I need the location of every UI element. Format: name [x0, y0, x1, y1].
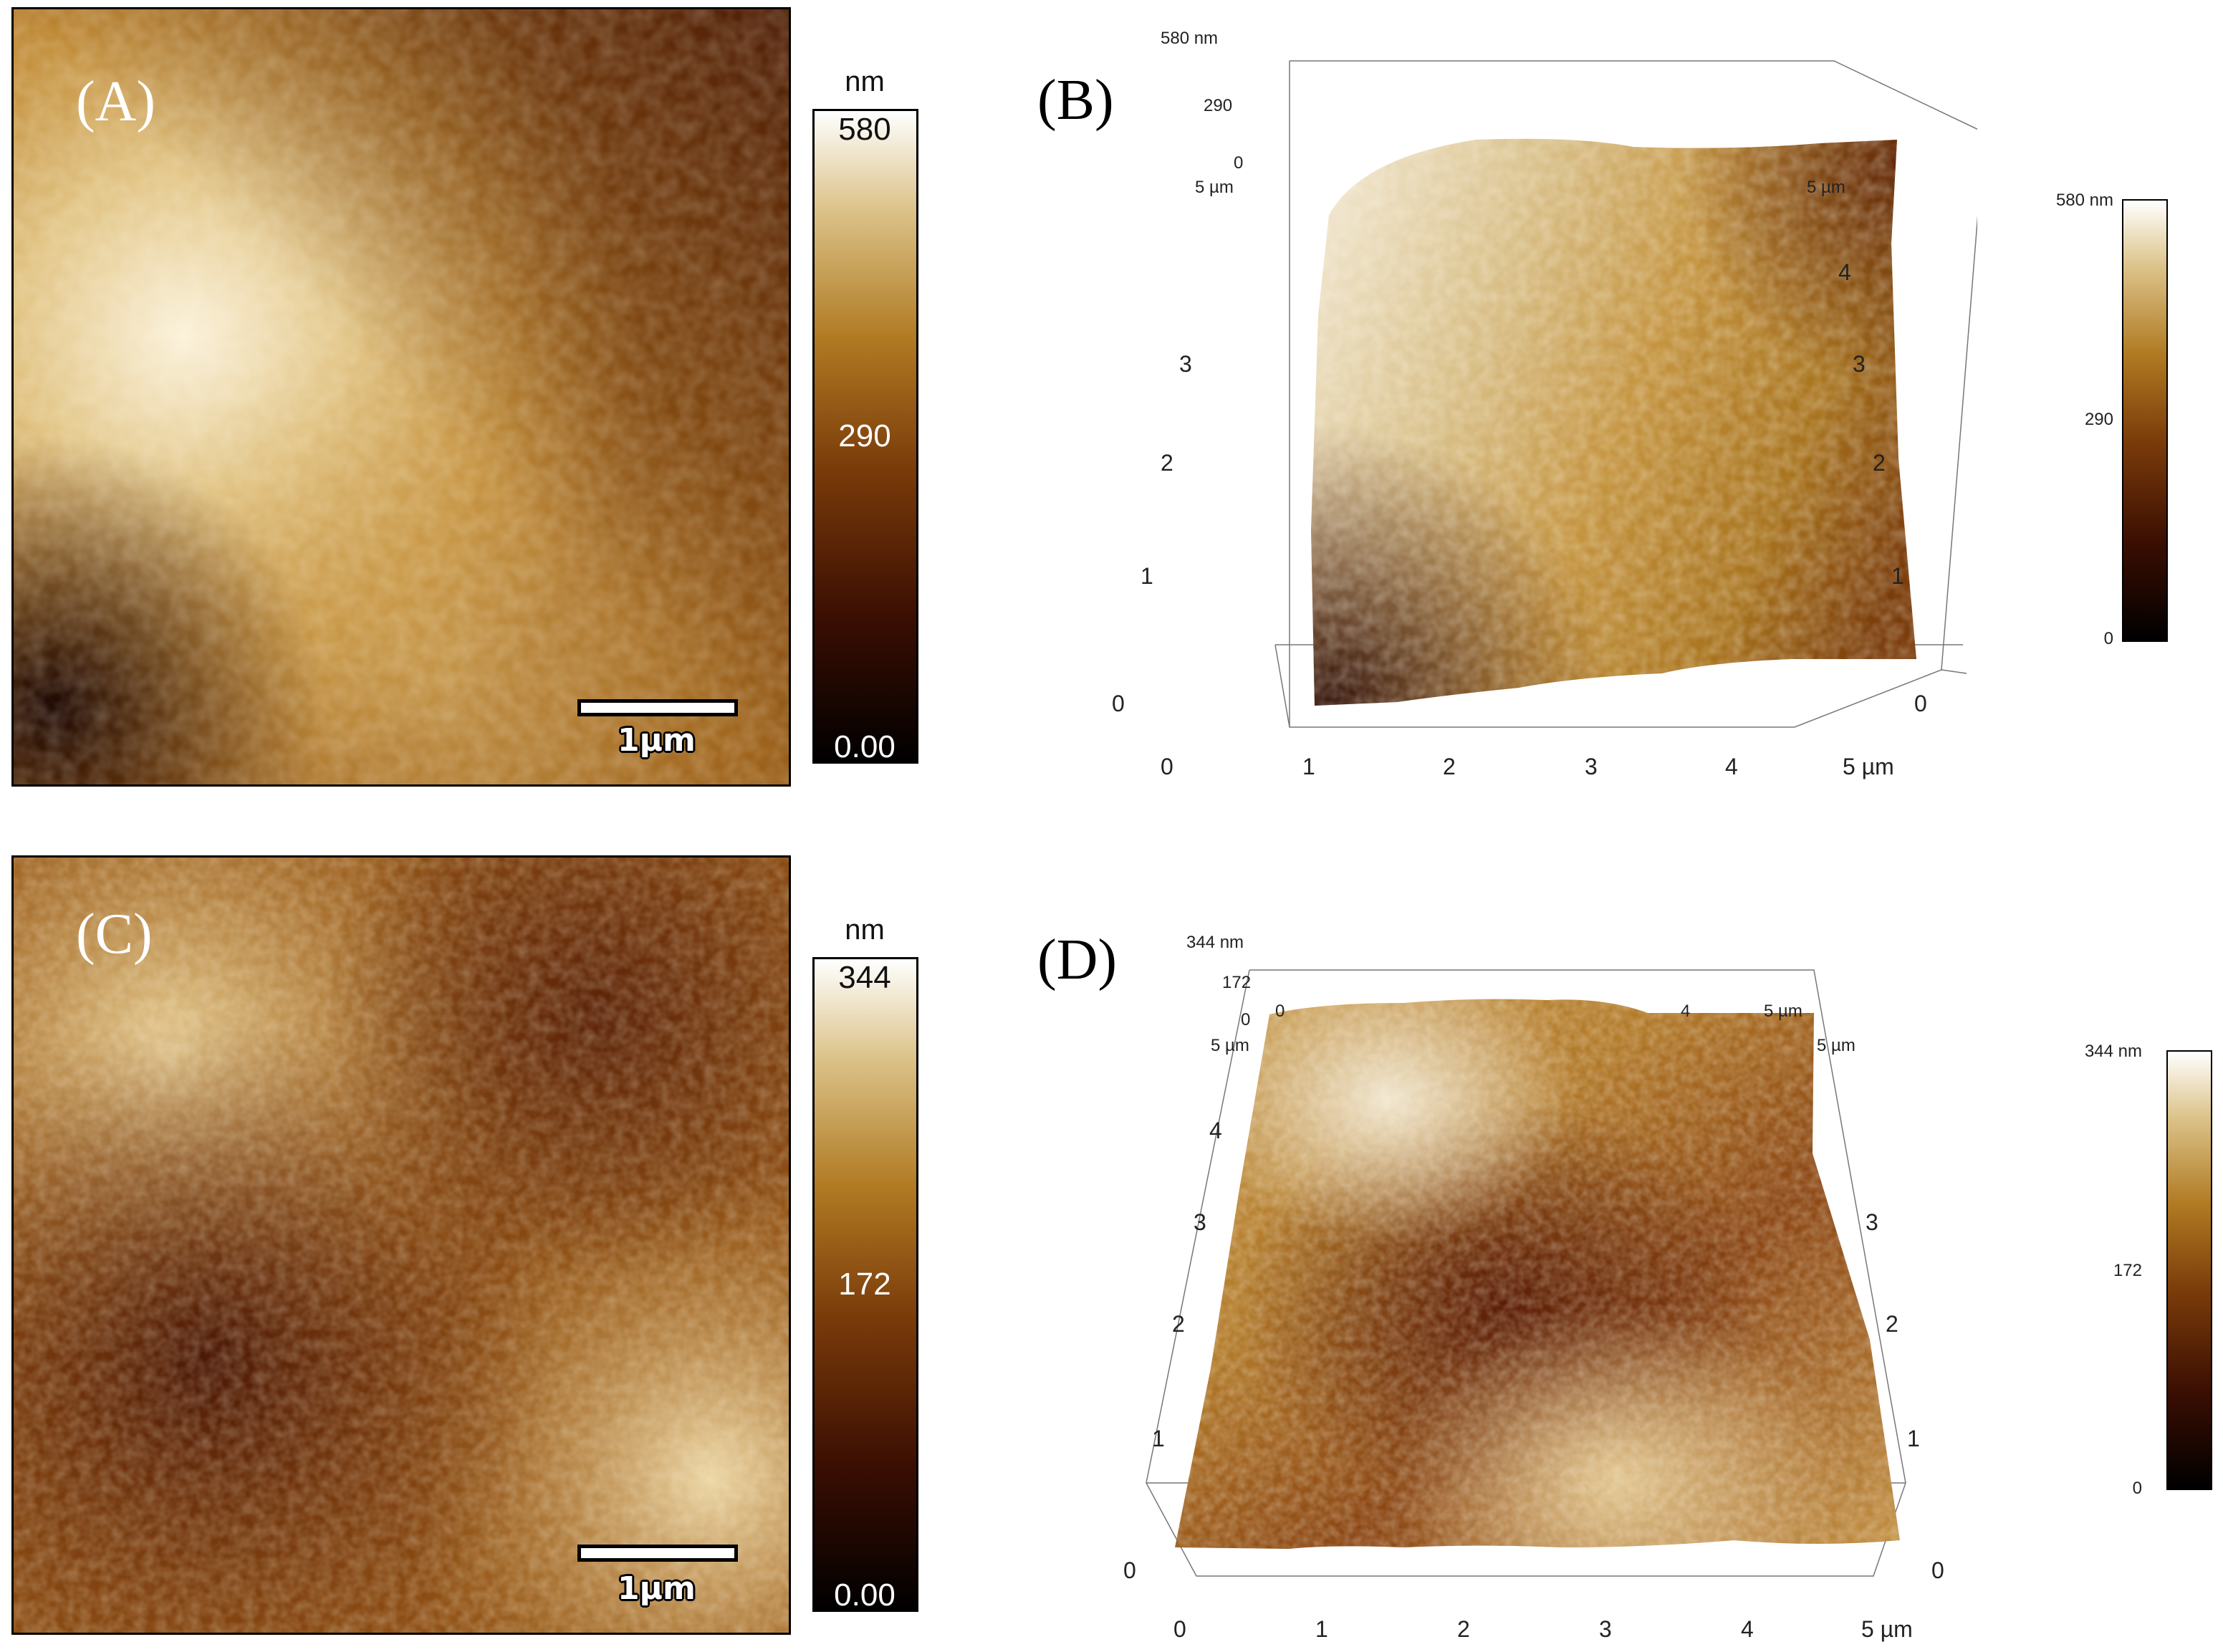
corner-right-d: 0	[1931, 1557, 1944, 1583]
y-tick-right-b-2: 2	[1873, 450, 1886, 476]
z-axis-mid-d: 172	[1222, 973, 1252, 992]
x-tick-b-2: 2	[1443, 754, 1456, 779]
scale-bar-label-c: 1µm	[618, 1570, 696, 1607]
afm-3d-render-d	[1146, 969, 1906, 1577]
back-tick-d-4: 4	[1681, 1002, 1691, 1021]
height-map-image-c	[14, 858, 789, 1633]
y-tick-left-d-4: 4	[1209, 1118, 1222, 1143]
panel-label-b: (B)	[1037, 69, 1114, 132]
x-tick-d-0: 0	[1173, 1616, 1186, 1642]
x-tick-b-0: 0	[1161, 754, 1173, 779]
afm-3d-render-b	[1274, 60, 1977, 728]
z-axis-zero-d: 0	[1241, 1010, 1251, 1029]
scale-bar-c	[577, 1545, 738, 1562]
x-tick-d-2: 2	[1457, 1616, 1470, 1642]
y-tick-left-d-1: 1	[1152, 1426, 1165, 1451]
height-map-image-a	[14, 9, 789, 784]
x-tick-b-4: 4	[1725, 754, 1738, 779]
panel-label-a: (A)	[76, 70, 156, 133]
corner-right-b: 0	[1914, 691, 1927, 716]
y-tick-right-d-3: 3	[1866, 1209, 1878, 1235]
back-left-label-b: 5 µm	[1195, 178, 1234, 197]
z-axis-top-b: 580 nm	[1161, 29, 1219, 48]
colorbar-unit-a: nm	[845, 66, 885, 97]
colorbar-min-c: 0.00	[834, 1577, 896, 1613]
scale-bar-a	[577, 699, 738, 716]
colorbar-gradient-c	[815, 959, 916, 1610]
panel-label-c: (C)	[76, 903, 153, 966]
colorbar-mid-b: 290	[2084, 410, 2113, 429]
colorbar-c	[812, 957, 918, 1612]
y-tick-left-d-2: 2	[1172, 1311, 1185, 1337]
y-tick-right-d-1: 1	[1907, 1426, 1920, 1451]
x-tick-b-1: 1	[1302, 754, 1315, 779]
colorbar-min-b: 0	[2103, 629, 2113, 648]
x-tick-d-5: 5 µm	[1861, 1616, 1913, 1642]
scale-bar-label-a: 1µm	[618, 722, 696, 759]
y-tick-right-b-3: 3	[1853, 351, 1866, 377]
y-tick-right-b-4: 4	[1838, 259, 1851, 285]
z-axis-mid-b: 290	[1204, 96, 1233, 115]
y-tick-right-b-5: 5 µm	[1807, 178, 1845, 197]
colorbar-a	[812, 109, 918, 764]
colorbar-mid-c: 172	[838, 1267, 891, 1302]
colorbar-gradient-d	[2168, 1052, 2211, 1489]
z-axis-top-d: 344 nm	[1186, 933, 1244, 952]
colorbar-b	[2122, 199, 2168, 642]
x-tick-d-3: 3	[1599, 1616, 1612, 1642]
colorbar-min-d: 0	[2132, 1479, 2142, 1498]
x-tick-d-1: 1	[1315, 1616, 1328, 1642]
colorbar-mid-a: 290	[838, 418, 891, 453]
colorbar-min-a: 0.00	[834, 729, 896, 764]
afm-height-map-c	[11, 855, 791, 1635]
y-tick-right-d-5: 5 µm	[1817, 1036, 1855, 1055]
x-tick-d-4: 4	[1741, 1616, 1754, 1642]
y-tick-left-d-3: 3	[1194, 1209, 1206, 1235]
x-tick-b-3: 3	[1585, 754, 1598, 779]
colorbar-mid-d: 172	[2113, 1261, 2142, 1280]
y-tick-left-b-2: 2	[1161, 450, 1173, 476]
corner-left-b: 0	[1112, 691, 1125, 716]
corner-left-d: 0	[1123, 1557, 1136, 1583]
colorbar-max-b: 580 nm	[2055, 191, 2113, 210]
y-tick-left-b-3: 3	[1179, 351, 1192, 377]
y-tick-left-b-1: 1	[1141, 563, 1153, 589]
back-left-label-d: 5 µm	[1211, 1036, 1249, 1055]
panel-label-d: (D)	[1037, 928, 1118, 991]
colorbar-d	[2166, 1050, 2212, 1490]
back-tick-d-5: 5 µm	[1764, 1002, 1802, 1021]
afm-height-map-a	[11, 7, 791, 787]
y-tick-right-d-2: 2	[1886, 1311, 1898, 1337]
colorbar-gradient-b	[2123, 201, 2166, 640]
back-tick-d-0: 0	[1275, 1002, 1285, 1021]
colorbar-max-c: 344	[838, 960, 891, 995]
z-axis-zero-b: 0	[1234, 153, 1244, 173]
colorbar-max-d: 344 nm	[2084, 1042, 2142, 1061]
colorbar-gradient-a	[815, 111, 916, 762]
colorbar-max-a: 580	[838, 112, 891, 147]
y-tick-right-b-1: 1	[1891, 563, 1904, 589]
x-tick-b-5: 5 µm	[1843, 754, 1894, 779]
colorbar-unit-c: nm	[845, 914, 885, 946]
